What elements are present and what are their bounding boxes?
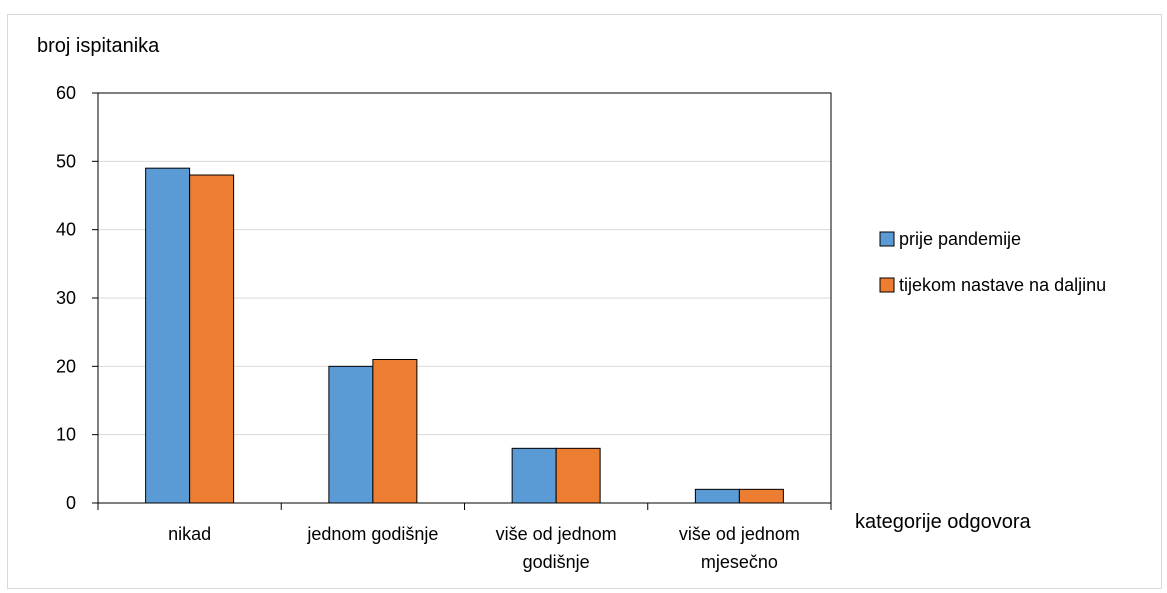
- y-tick-label: 0: [66, 493, 76, 513]
- y-tick-label: 30: [56, 288, 76, 308]
- y-tick-label: 60: [56, 83, 76, 103]
- legend-swatch: [879, 231, 895, 247]
- bar: [511, 447, 557, 504]
- bar: [555, 447, 601, 504]
- y-tick-label: 20: [56, 356, 76, 376]
- bar: [694, 488, 740, 504]
- x-tick-labels: nikad jednom godišnje više od jednom godišn…: [168, 524, 800, 572]
- y-tick-labels: 0 10 20 30 40 50 60: [56, 83, 76, 513]
- x-tick-label: nikad: [168, 524, 211, 544]
- x-tick-label: jednom godišnje: [306, 524, 438, 544]
- bar: [738, 488, 784, 504]
- legend-label: tijekom nastave na daljinu: [899, 275, 1106, 295]
- bar: [145, 167, 191, 504]
- legend-label: prije pandemije: [899, 229, 1021, 249]
- legend-swatch: [879, 277, 895, 293]
- bar: [189, 174, 235, 504]
- legend: prije pandemije tijekom nastave na daljin…: [879, 229, 1106, 295]
- y-tick-label: 50: [56, 151, 76, 171]
- bar: [328, 365, 374, 504]
- y-axis-title: broj ispitanika: [37, 35, 160, 57]
- y-tick-label: 40: [56, 220, 76, 240]
- bars: [145, 167, 784, 504]
- y-tick-label: 10: [56, 425, 76, 445]
- x-tick-label: više od jednom: [679, 524, 800, 544]
- x-tick-label: više od jednom: [496, 524, 617, 544]
- x-axis-title: kategorije odgovora: [855, 511, 1032, 533]
- bar: [372, 359, 418, 504]
- x-tick-label: mjesečno: [701, 552, 778, 572]
- x-tick-label: godišnje: [523, 552, 590, 572]
- axes: [92, 92, 832, 510]
